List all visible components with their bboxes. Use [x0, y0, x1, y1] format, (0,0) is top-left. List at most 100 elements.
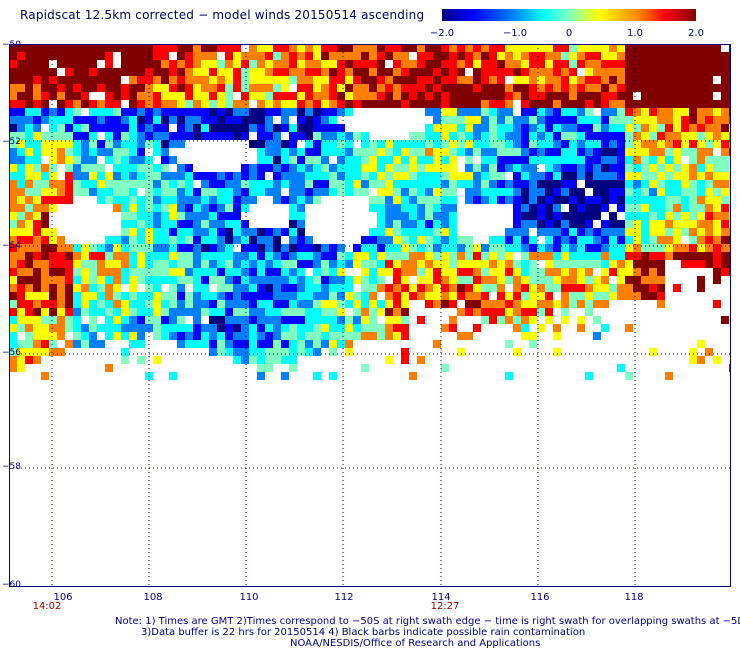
wind-cell: [17, 308, 25, 316]
wind-cell: [81, 276, 89, 284]
wind-cell: [273, 100, 281, 108]
wind-cell: [473, 124, 481, 132]
wind-cell: [457, 108, 465, 116]
wind-cell: [97, 84, 105, 92]
wind-cell: [601, 140, 609, 148]
wind-cell: [705, 196, 713, 204]
wind-cell: [113, 132, 121, 140]
wind-cell: [353, 76, 361, 84]
wind-cell: [241, 324, 249, 332]
wind-cell: [593, 68, 601, 76]
wind-cell: [105, 268, 113, 276]
wind-cell: [329, 340, 337, 348]
wind-cell: [65, 188, 73, 196]
wind-cell: [161, 76, 169, 84]
wind-cell: [41, 148, 49, 156]
wind-cell: [129, 188, 137, 196]
wind-cell: [329, 108, 337, 116]
wind-cell: [289, 316, 297, 324]
wind-cell: [73, 300, 81, 308]
wind-cell: [489, 116, 497, 124]
wind-cell: [329, 348, 337, 356]
wind-cell: [713, 156, 721, 164]
wind-cell: [249, 348, 257, 356]
wind-cell: [49, 76, 57, 84]
wind-cell: [537, 268, 545, 276]
wind-cell: [385, 212, 393, 220]
wind-cell: [489, 52, 497, 60]
wind-cell: [505, 68, 513, 76]
wind-cell: [177, 164, 185, 172]
wind-cell: [249, 92, 257, 100]
wind-cell: [105, 284, 113, 292]
wind-cell: [473, 52, 481, 60]
wind-cell: [113, 92, 121, 100]
wind-cell: [321, 60, 329, 68]
wind-cell: [393, 244, 401, 252]
wind-cell: [673, 236, 681, 244]
wind-cell: [617, 124, 625, 132]
wind-cell: [257, 292, 265, 300]
wind-cell: [73, 316, 81, 324]
wind-cell: [65, 252, 73, 260]
wind-cell: [113, 300, 121, 308]
wind-cell: [505, 52, 513, 60]
wind-cell: [89, 124, 97, 132]
wind-cell: [417, 260, 425, 268]
wind-cell: [441, 108, 449, 116]
wind-cell: [553, 84, 561, 92]
wind-cell: [585, 140, 593, 148]
wind-cell: [561, 292, 569, 300]
wind-cell: [41, 340, 49, 348]
wind-cell: [593, 236, 601, 244]
wind-cell: [481, 172, 489, 180]
wind-cell: [281, 84, 289, 92]
wind-cell: [465, 92, 473, 100]
wind-cell: [273, 332, 281, 340]
wind-cell: [113, 180, 121, 188]
wind-cell: [505, 316, 513, 324]
wind-cell: [529, 156, 537, 164]
wind-cell: [377, 156, 385, 164]
wind-cell: [577, 156, 585, 164]
wind-cell: [457, 260, 465, 268]
wind-cell: [369, 180, 377, 188]
wind-cell: [201, 340, 209, 348]
wind-cell: [705, 228, 713, 236]
wind-cell: [585, 252, 593, 260]
wind-cell: [209, 324, 217, 332]
wind-cell: [609, 268, 617, 276]
wind-cell: [305, 140, 313, 148]
wind-cell: [473, 76, 481, 84]
wind-cell: [593, 76, 601, 84]
wind-cell: [545, 276, 553, 284]
wind-cell: [545, 44, 553, 52]
wind-cell: [25, 276, 33, 284]
wind-cell: [113, 276, 121, 284]
wind-cell: [49, 316, 57, 324]
wind-cell: [601, 300, 609, 308]
wind-cell: [233, 308, 241, 316]
wind-cell: [105, 316, 113, 324]
wind-cell: [17, 268, 25, 276]
wind-cell: [289, 164, 297, 172]
wind-cell: [257, 188, 265, 196]
wind-cell: [41, 212, 49, 220]
wind-cell: [89, 84, 97, 92]
wind-cell: [633, 260, 641, 268]
wind-cell: [73, 268, 81, 276]
wind-cell: [369, 68, 377, 76]
wind-cell: [345, 108, 353, 116]
wind-cell: [17, 156, 25, 164]
wind-cell: [577, 116, 585, 124]
wind-cell: [49, 276, 57, 284]
wind-cell: [553, 172, 561, 180]
wind-cell: [185, 116, 193, 124]
wind-cell: [433, 244, 441, 252]
wind-cell: [201, 284, 209, 292]
wind-cell: [609, 292, 617, 300]
wind-cell: [577, 60, 585, 68]
wind-cell: [537, 308, 545, 316]
wind-cell: [433, 68, 441, 76]
wind-cell: [497, 284, 505, 292]
